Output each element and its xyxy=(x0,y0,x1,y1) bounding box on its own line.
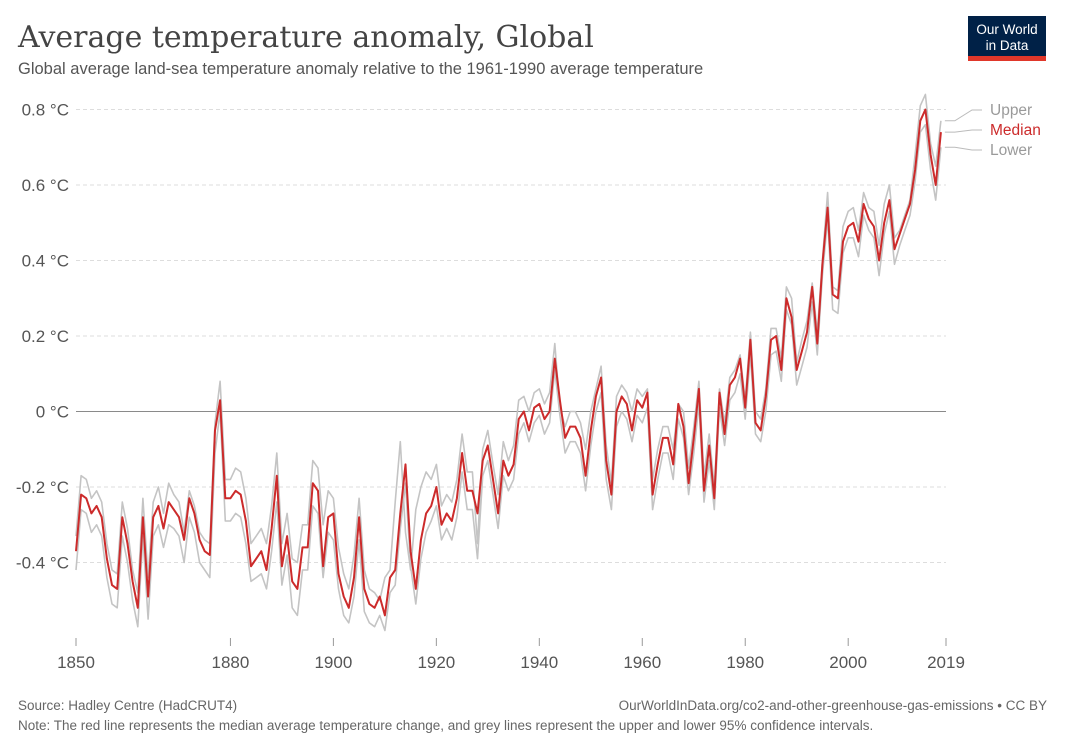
series-lines xyxy=(75,93,942,632)
source-url[interactable]: OurWorldInData.org/co2-and-other-greenho… xyxy=(619,698,1047,713)
y-tick-label: 0.4 °C xyxy=(22,252,69,271)
x-tick-label: 1980 xyxy=(726,653,764,672)
owid-logo[interactable]: Our World in Data xyxy=(968,16,1046,61)
x-tick-label: 1900 xyxy=(314,653,352,672)
legend-connector xyxy=(944,109,982,122)
legend-connector xyxy=(944,129,982,133)
logo-line2: in Data xyxy=(986,38,1029,53)
series-line-median xyxy=(75,108,942,617)
x-tick-label: 1940 xyxy=(520,653,558,672)
logo-line1: Our World xyxy=(976,22,1037,37)
y-tick-label: -0.2 °C xyxy=(16,478,69,497)
x-axis: 1850 1880 1900 1920 1940 1960 1980 2000 2019 xyxy=(57,638,965,672)
y-axis: 0.8 °C 0.6 °C 0.4 °C 0.2 °C 0 °C -0.2 °C -0.4 … xyxy=(16,101,69,573)
y-tick-label: -0.4 °C xyxy=(16,554,69,573)
logo-accent-bar xyxy=(968,56,1046,61)
x-tick-label: 1920 xyxy=(417,653,455,672)
legend-label-upper: Upper xyxy=(990,102,1032,119)
chart-subtitle: Global average land-sea temperature anom… xyxy=(18,60,703,78)
y-tick-label: 0.2 °C xyxy=(22,327,69,346)
x-tick-label: 2000 xyxy=(829,653,867,672)
x-tick-label: 1880 xyxy=(212,653,250,672)
legend: Upper Median Lower xyxy=(944,102,1041,159)
y-tick-label: 0 °C xyxy=(36,403,69,422)
y-tick-label: 0.8 °C xyxy=(22,101,69,120)
legend-label-median: Median xyxy=(990,122,1041,139)
legend-label-lower: Lower xyxy=(990,142,1032,159)
footnote: Note: The red line represents the median… xyxy=(18,718,873,733)
x-tick-label: 2019 xyxy=(927,653,965,672)
logo-background xyxy=(968,16,1046,56)
grid-lines xyxy=(76,109,946,563)
x-tick-label: 1960 xyxy=(623,653,661,672)
source-note: Source: Hadley Centre (HadCRUT4) xyxy=(18,698,237,713)
series-line-upper xyxy=(75,93,942,602)
legend-connector xyxy=(944,146,982,151)
series-line-lower xyxy=(75,123,942,632)
x-tick-label: 1850 xyxy=(57,653,95,672)
y-tick-label: 0.6 °C xyxy=(22,176,69,195)
chart-title: Average temperature anomaly, Global xyxy=(17,20,594,55)
